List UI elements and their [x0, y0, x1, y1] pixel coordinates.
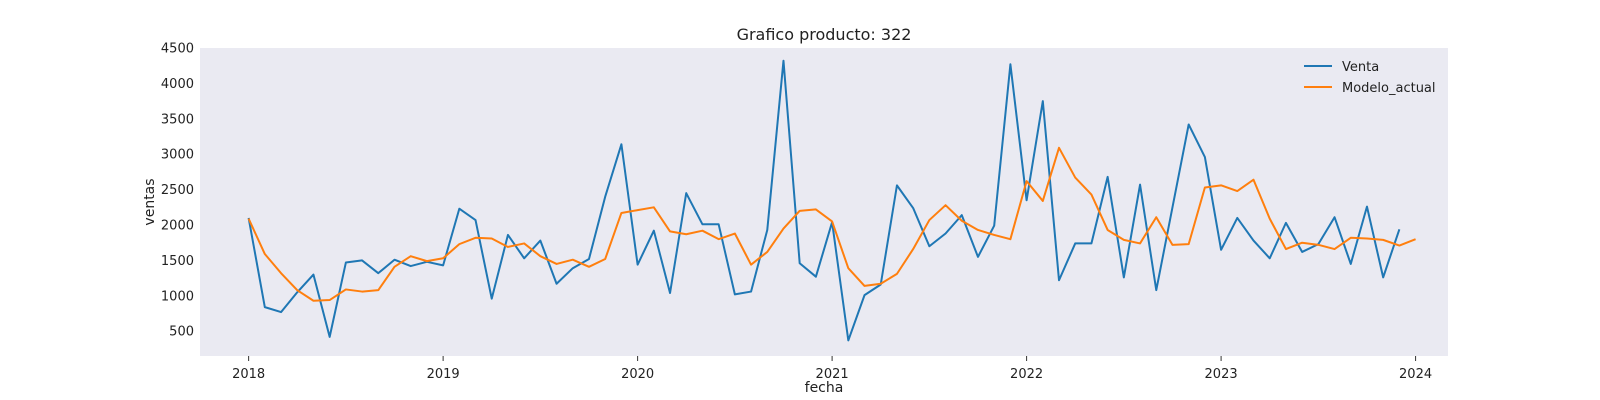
y-tick-label: 1500 [161, 254, 194, 269]
y-tick-label: 3000 [161, 148, 194, 163]
y-axis-ticks: 500 1000 1500 2000 2500 3000 3500 4000 4500 [161, 42, 194, 340]
x-tick-label: 2024 [1399, 367, 1432, 382]
series-line-venta [247, 59, 1401, 342]
series-line-modelo-actual [247, 146, 1416, 302]
x-tick-label: 2020 [621, 367, 654, 382]
plot-background [200, 48, 1448, 356]
legend-label: Modelo_actual [1342, 81, 1436, 96]
y-tick-label: 4000 [161, 77, 194, 92]
x-tick-label: 2022 [1010, 367, 1043, 382]
legend-label: Venta [1342, 60, 1379, 75]
series-group [247, 59, 1416, 342]
y-tick-label: 1000 [161, 289, 194, 304]
x-tick-label: 2018 [232, 367, 265, 382]
x-axis-label: fecha [805, 380, 844, 396]
x-tick-label: 2021 [816, 367, 849, 382]
y-tick-label: 2500 [161, 183, 194, 198]
x-tick-label: 2019 [427, 367, 460, 382]
legend: Venta Modelo_actual [1304, 60, 1436, 96]
y-axis-label: ventas [142, 178, 158, 225]
chart-title: Grafico producto: 322 [737, 25, 912, 44]
x-tick-label: 2023 [1205, 367, 1238, 382]
y-tick-label: 3500 [161, 112, 194, 127]
x-axis-ticks: 2018 2019 2020 2021 2022 2023 2024 [232, 356, 1432, 382]
y-tick-label: 2000 [161, 219, 194, 234]
y-tick-label: 500 [169, 325, 194, 340]
y-tick-label: 4500 [161, 42, 194, 57]
